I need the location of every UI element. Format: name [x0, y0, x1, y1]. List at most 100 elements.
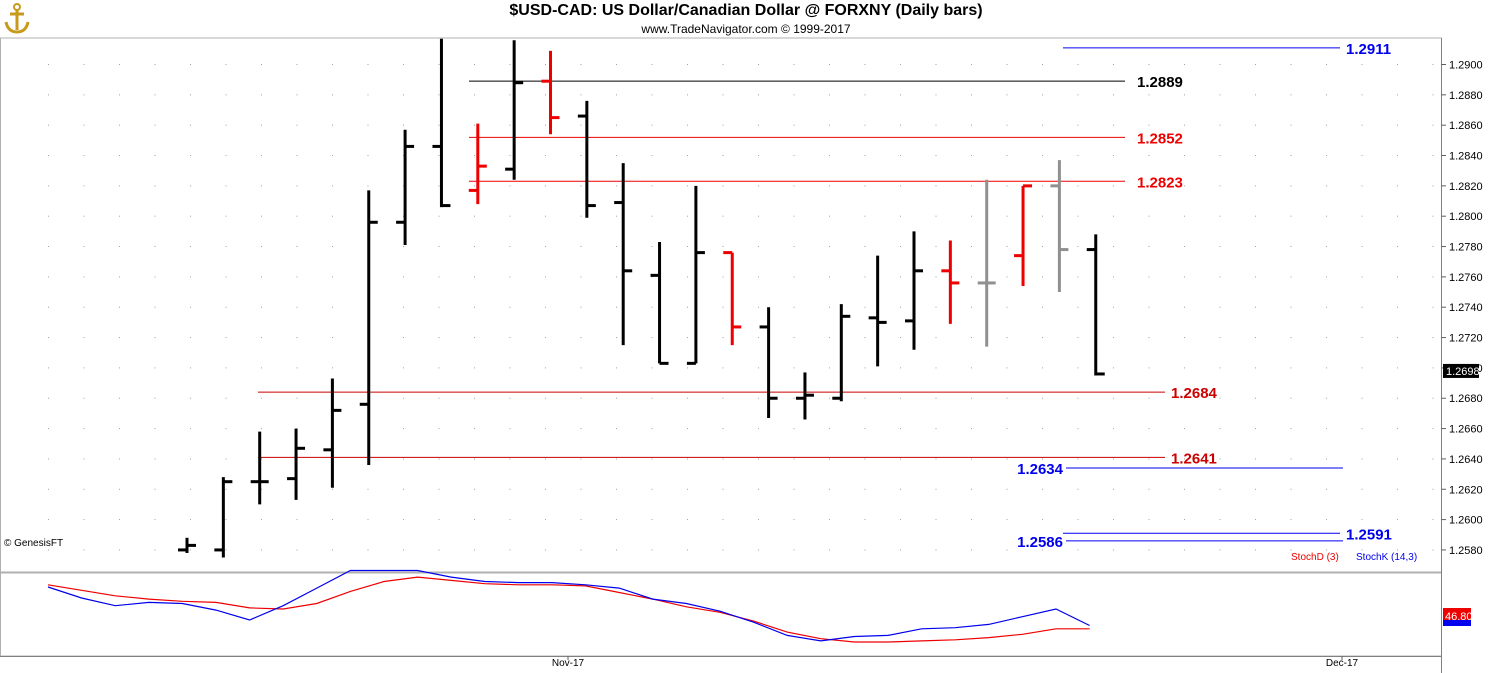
- grid-dot: [403, 549, 404, 551]
- grid-dot: [1290, 94, 1292, 96]
- grid-dot: [474, 306, 475, 308]
- grid-dot: [1432, 185, 1434, 187]
- grid-dot: [864, 306, 866, 308]
- grid-dot: [545, 367, 546, 369]
- grid-dot: [935, 397, 937, 399]
- grid-dot: [1361, 367, 1363, 369]
- grid-dot: [935, 276, 937, 278]
- grid-dot: [190, 337, 191, 339]
- grid-dot: [545, 64, 546, 65]
- grid-dot: [367, 549, 369, 551]
- grid-dot: [1006, 519, 1008, 521]
- grid-dot: [935, 549, 937, 551]
- grid-dot: [971, 215, 972, 217]
- grid-dot: [864, 519, 866, 521]
- grid-dot: [154, 519, 156, 521]
- grid-dot: [474, 519, 475, 521]
- grid-dot: [1326, 215, 1327, 217]
- grid-dot: [758, 488, 759, 490]
- grid-dot: [1077, 397, 1079, 399]
- grid-dot: [829, 337, 830, 339]
- grid-dot: [1326, 367, 1327, 369]
- grid-dot: [722, 337, 724, 339]
- grid-dot: [545, 155, 546, 157]
- grid-dot: [154, 185, 156, 187]
- grid-dot: [829, 397, 830, 399]
- grid-dot: [438, 519, 440, 521]
- grid-dot: [651, 155, 653, 157]
- grid-dot: [509, 519, 511, 521]
- grid-dot: [154, 246, 156, 248]
- grid-dot: [1397, 124, 1398, 126]
- grid-dot: [367, 94, 369, 96]
- grid-dot: [1255, 337, 1256, 339]
- grid-dot: [509, 94, 511, 96]
- grid-dot: [332, 185, 333, 187]
- grid-dot: [651, 519, 653, 521]
- grid-dot: [900, 519, 901, 521]
- grid-dot: [261, 337, 262, 339]
- grid-dot: [438, 397, 440, 399]
- grid-dot: [758, 549, 759, 551]
- grid-dot: [545, 549, 546, 551]
- grid-dot: [438, 458, 440, 460]
- grid-dot: [971, 549, 972, 551]
- grid-dot: [935, 458, 937, 460]
- indicator-value-label: 46.80: [1445, 611, 1473, 623]
- grid-dot: [1255, 306, 1256, 308]
- grid-dot: [190, 397, 191, 399]
- grid-dot: [1290, 397, 1292, 399]
- grid-dot: [1326, 155, 1327, 157]
- grid-dot: [225, 215, 227, 217]
- grid-dot: [154, 306, 156, 308]
- chart-title: $USD-CAD: US Dollar/Canadian Dollar @ FO…: [509, 2, 983, 19]
- grid-dot: [438, 185, 440, 187]
- grid-dot: [438, 215, 440, 217]
- grid-dot: [48, 246, 49, 248]
- grid-dot: [1397, 94, 1398, 96]
- grid-dot: [580, 488, 582, 490]
- grid-dot: [261, 246, 262, 248]
- grid-dot: [580, 185, 582, 187]
- grid-dot: [1290, 155, 1292, 157]
- grid-dot: [1361, 124, 1363, 126]
- grid-dot: [48, 337, 49, 339]
- grid-dot: [616, 458, 617, 460]
- grid-dot: [722, 549, 724, 551]
- grid-dot: [1255, 94, 1256, 96]
- grid-dot: [119, 64, 120, 65]
- grid-dot: [722, 458, 724, 460]
- legend-stochd: StochD (3): [1291, 552, 1339, 563]
- grid-dot: [651, 397, 653, 399]
- grid-dot: [900, 64, 901, 65]
- grid-dot: [83, 94, 85, 96]
- grid-dot: [1432, 246, 1434, 248]
- grid-dot: [1042, 458, 1043, 460]
- grid-dot: [1290, 215, 1292, 217]
- y-tick-label: 1.2580: [1449, 545, 1483, 557]
- grid-dot: [1184, 185, 1185, 187]
- grid-dot: [438, 337, 440, 339]
- grid-dot: [1397, 276, 1398, 278]
- grid-dot: [935, 367, 937, 369]
- grid-dot: [1006, 94, 1008, 96]
- grid-dot: [1255, 64, 1256, 65]
- grid-dot: [722, 215, 724, 217]
- grid-dot: [1326, 488, 1327, 490]
- grid-dot: [1361, 306, 1363, 308]
- grid-dot: [1432, 337, 1434, 339]
- grid-dot: [545, 428, 546, 430]
- grid-dot: [1326, 185, 1327, 187]
- grid-dot: [509, 488, 511, 490]
- grid-dot: [1184, 155, 1185, 157]
- grid-dot: [829, 519, 830, 521]
- grid-dot: [1290, 367, 1292, 369]
- grid-dot: [1006, 185, 1008, 187]
- grid-dot: [225, 397, 227, 399]
- grid-dot: [971, 246, 972, 248]
- grid-dot: [1219, 519, 1221, 521]
- grid-dot: [616, 246, 617, 248]
- grid-dot: [225, 428, 227, 430]
- grid-dot: [48, 64, 49, 65]
- grid-dot: [1184, 306, 1185, 308]
